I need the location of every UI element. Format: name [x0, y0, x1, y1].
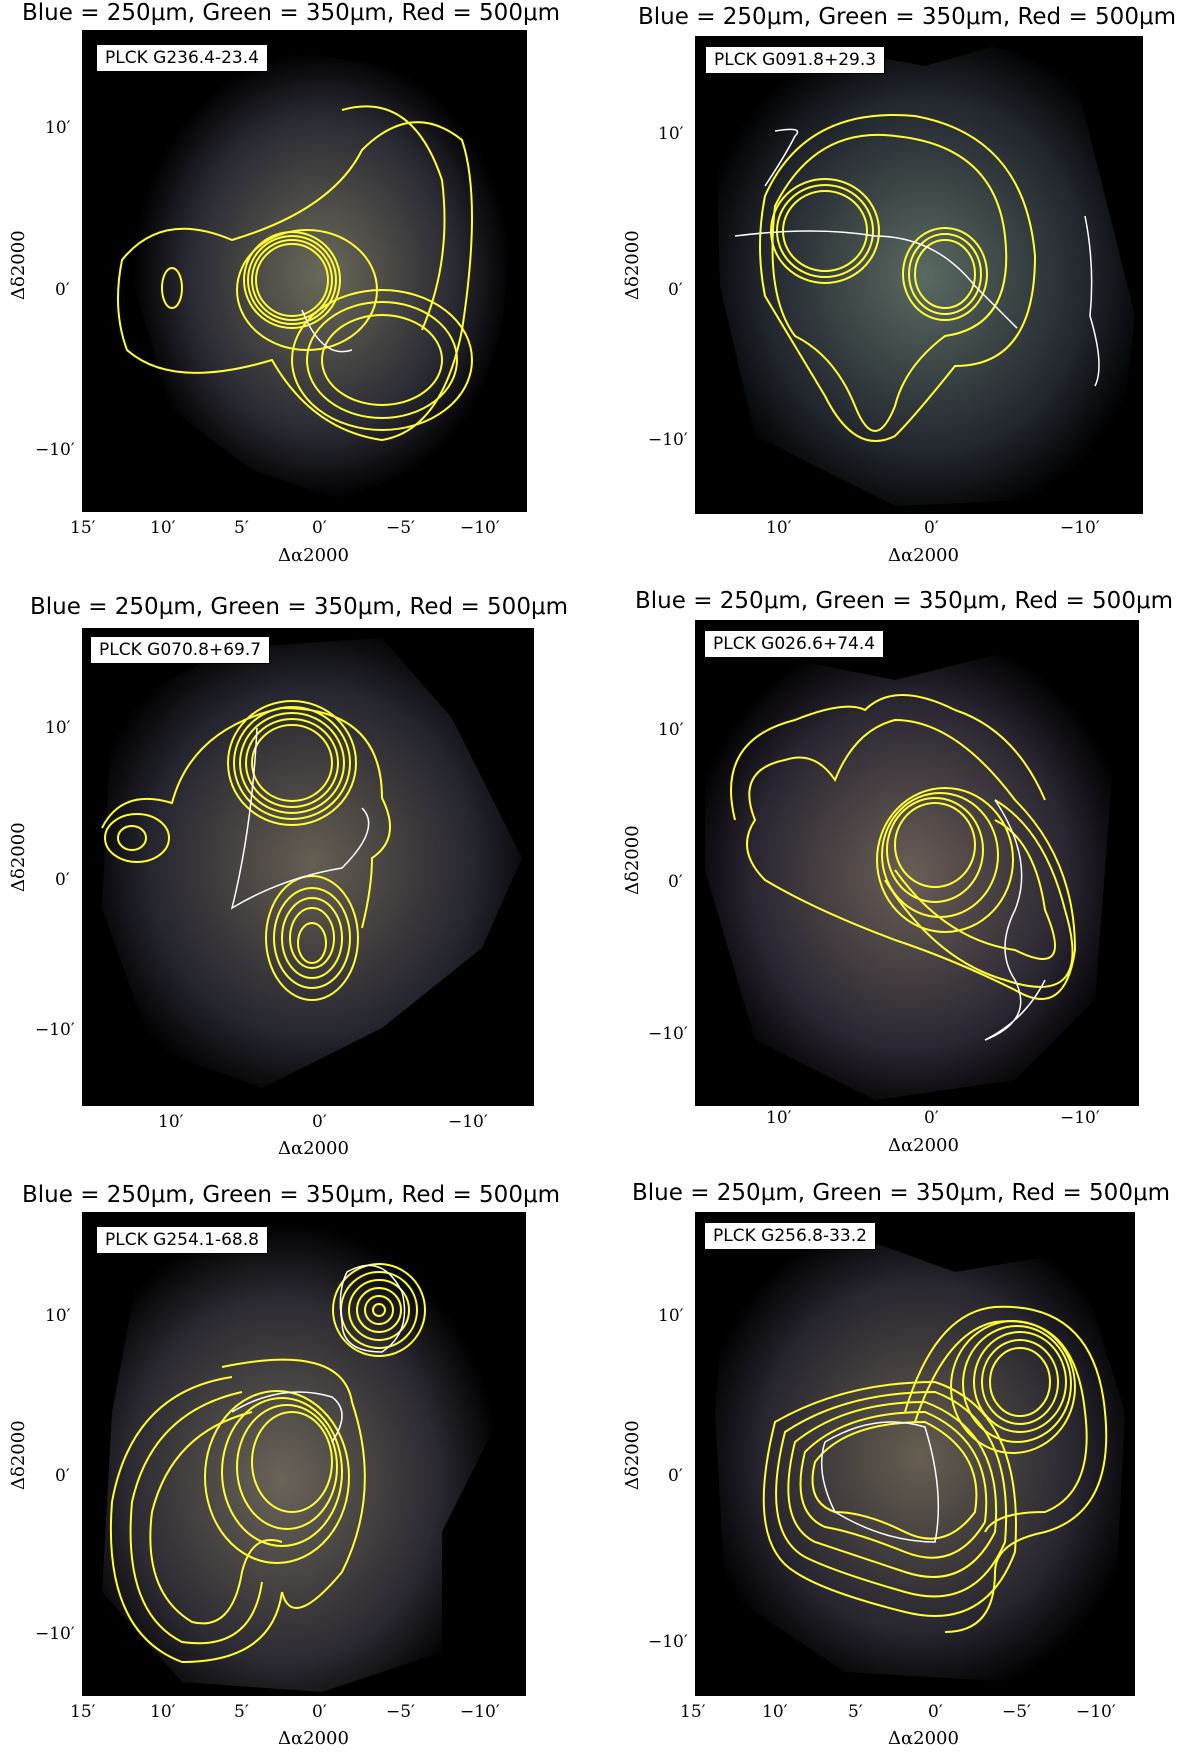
y-tick: 0′ [668, 872, 683, 892]
contour-overlay [715, 1232, 1125, 1682]
x-axis-label: Δα2000 [278, 1138, 349, 1159]
y-tick: 10′ [45, 1306, 71, 1326]
y-tick: −10′ [35, 1624, 75, 1644]
y-axis-label: Δδ2000 [622, 230, 643, 300]
cluster-label: PLCK G256.8-33.2 [704, 1222, 876, 1250]
x-tick: 10′ [158, 1112, 184, 1132]
y-tick: 10′ [45, 718, 71, 738]
x-tick: 0′ [928, 1702, 943, 1722]
x-axis-label: Δα2000 [278, 1728, 349, 1749]
x-tick: 5′ [848, 1702, 863, 1722]
cluster-label: PLCK G236.4-23.4 [96, 44, 268, 72]
cluster-label: PLCK G026.6+74.4 [704, 630, 885, 658]
panel-title: Blue = 250μm, Green = 350μm, Red = 500μm [638, 4, 1176, 30]
x-tick: 15′ [70, 1702, 96, 1722]
contour-overlay [101, 638, 522, 1088]
y-tick: −10′ [35, 440, 75, 460]
x-tick: 0′ [924, 1108, 939, 1128]
x-tick: 15′ [70, 518, 96, 538]
panel-title: Blue = 250μm, Green = 350μm, Red = 500μm [30, 594, 568, 620]
rgb-image [82, 30, 527, 512]
x-tick: −10′ [460, 518, 500, 538]
rgb-image [82, 628, 534, 1106]
x-tick: −5′ [386, 518, 415, 538]
y-tick: 0′ [55, 870, 70, 890]
rgb-image [82, 1212, 526, 1696]
x-axis-label: Δα2000 [888, 1728, 959, 1749]
cluster-label: PLCK G070.8+69.7 [90, 636, 271, 664]
x-axis-label: Δα2000 [888, 545, 959, 566]
x-tick: −10′ [448, 1112, 488, 1132]
y-tick: 10′ [658, 124, 684, 144]
x-tick: 0′ [312, 1702, 327, 1722]
x-axis-label: Δα2000 [278, 545, 349, 566]
panel-title: Blue = 250μm, Green = 350μm, Red = 500μm [632, 1180, 1170, 1206]
x-tick: 10′ [150, 518, 176, 538]
x-tick: 5′ [234, 518, 249, 538]
x-tick: 10′ [762, 1702, 788, 1722]
y-axis-label: Δδ2000 [622, 825, 643, 895]
x-tick: 0′ [312, 518, 327, 538]
y-tick: 0′ [668, 280, 683, 300]
y-tick: 10′ [658, 1306, 684, 1326]
x-tick: −10′ [1076, 1702, 1116, 1722]
rgb-image [695, 1212, 1135, 1696]
y-tick: −10′ [35, 1020, 75, 1040]
x-tick: 15′ [680, 1702, 706, 1722]
y-axis-label: Δδ2000 [622, 1420, 643, 1490]
x-tick: 0′ [312, 1112, 327, 1132]
cluster-label: PLCK G254.1-68.8 [96, 1226, 268, 1254]
x-axis-label: Δα2000 [888, 1135, 959, 1156]
rgb-image [695, 620, 1139, 1106]
contour-overlay [102, 1222, 502, 1692]
y-tick: 10′ [658, 720, 684, 740]
x-tick: 5′ [234, 1702, 249, 1722]
x-tick: −10′ [460, 1702, 500, 1722]
y-tick: 10′ [45, 118, 71, 138]
y-axis-label: Δδ2000 [8, 1420, 29, 1490]
panel-title: Blue = 250μm, Green = 350μm, Red = 500μm [635, 588, 1173, 614]
cluster-label: PLCK G091.8+29.3 [705, 46, 886, 74]
rgb-image [695, 36, 1143, 514]
x-tick: −5′ [386, 1702, 415, 1722]
y-tick: −10′ [648, 430, 688, 450]
contour-overlay [117, 50, 512, 500]
y-axis-label: Δδ2000 [8, 230, 29, 300]
x-tick: −10′ [1060, 1108, 1100, 1128]
y-tick: −10′ [648, 1024, 688, 1044]
contour-overlay [705, 650, 1115, 1100]
panel-title: Blue = 250μm, Green = 350μm, Red = 500μm [22, 0, 560, 26]
x-tick: −10′ [1060, 518, 1100, 538]
y-tick: −10′ [648, 1632, 688, 1652]
y-tick: 0′ [668, 1466, 683, 1486]
y-tick: 0′ [55, 280, 70, 300]
x-tick: −5′ [1002, 1702, 1031, 1722]
y-tick: 0′ [55, 1466, 70, 1486]
x-tick: 0′ [924, 518, 939, 538]
x-tick: 10′ [766, 518, 792, 538]
y-axis-label: Δδ2000 [8, 822, 29, 892]
x-tick: 10′ [766, 1108, 792, 1128]
x-tick: 10′ [150, 1702, 176, 1722]
panel-title: Blue = 250μm, Green = 350μm, Red = 500μm [22, 1182, 560, 1208]
contour-overlay [715, 46, 1135, 506]
